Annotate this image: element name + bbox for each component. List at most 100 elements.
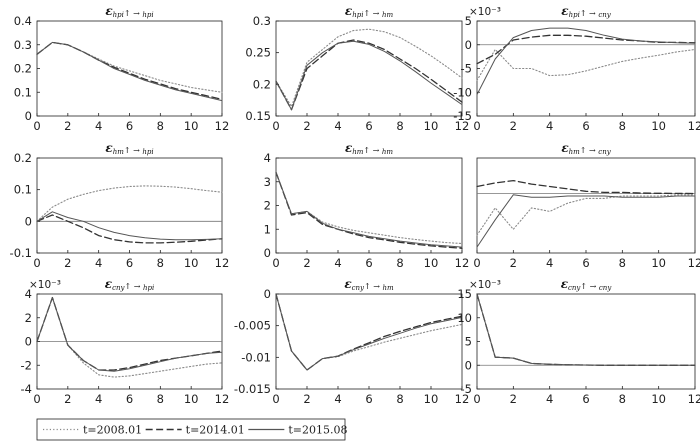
panel-title: εcny↑ → hm	[344, 277, 394, 292]
series-line-t=2014.01	[275, 39, 463, 111]
plot-frame	[476, 293, 696, 390]
x-tick-label: 0	[473, 392, 480, 406]
y-tick-label: 0.2	[14, 62, 32, 76]
y-tick-label: -10	[453, 85, 472, 99]
series-line-t=2008.01	[476, 194, 696, 236]
x-tick-label: 6	[365, 256, 372, 270]
y-tick-label: -15	[453, 109, 472, 123]
panel-title: εhm↑ → cny	[561, 141, 611, 156]
series-line-t=2015.08	[275, 293, 463, 371]
x-tick-label: 0	[473, 119, 480, 133]
x-tick-label: 0	[473, 256, 480, 270]
legend-label: t=2008.01	[83, 424, 142, 437]
x-tick-label: 10	[651, 119, 666, 133]
y-tick-label: 10	[457, 311, 472, 325]
y-tick-label: 0.3	[253, 14, 271, 28]
series-line-t=2008.01	[36, 41, 223, 93]
x-tick-label: 2	[303, 119, 310, 133]
series-line-t=2014.01	[275, 171, 463, 249]
y-tick-label: 15	[457, 287, 472, 301]
series-line-t=2008.01	[275, 28, 463, 108]
x-tick-label: 10	[424, 119, 439, 133]
x-tick-label: 8	[619, 119, 626, 133]
x-tick-label: 4	[95, 392, 102, 406]
x-tick-label: 6	[582, 119, 589, 133]
scale-label: ×10⁻³	[469, 279, 501, 291]
y-tick-label: 0.1	[14, 183, 32, 197]
x-tick-label: 10	[184, 256, 199, 270]
panel-title: εhm↑ → hpi	[105, 141, 153, 156]
x-tick-label: 2	[510, 256, 517, 270]
legend: t=2008.01 t=2014.01 t=2015.08	[36, 418, 347, 441]
legend-box	[36, 418, 346, 441]
x-tick-label: 8	[157, 119, 164, 133]
y-tick-label: 0	[264, 246, 271, 260]
x-tick-label: 0	[272, 392, 279, 406]
series-line-t=2015.08	[476, 293, 696, 366]
y-tick-label: 1	[264, 222, 271, 236]
y-tick-label: 4	[264, 151, 271, 165]
plot-frame	[275, 157, 463, 254]
x-tick-label: 4	[95, 256, 102, 270]
y-tick-label: -0.005	[234, 319, 271, 333]
y-tick-label: 0	[25, 214, 32, 228]
x-tick-label: 10	[651, 256, 666, 270]
plot-frame	[275, 20, 463, 117]
x-tick-label: 12	[455, 119, 470, 133]
x-tick-label: 10	[184, 119, 199, 133]
plot-frame	[36, 157, 223, 254]
series-line-t=2015.08	[476, 194, 696, 248]
x-tick-label: 12	[215, 256, 230, 270]
x-tick-label: 12	[455, 392, 470, 406]
series-line-t=2014.01	[36, 296, 223, 371]
x-tick-label: 8	[396, 392, 403, 406]
y-tick-label: 2	[264, 199, 271, 213]
panel-title: εcny↑ → cny	[561, 277, 613, 292]
legend-label: t=2015.08	[288, 424, 347, 437]
scale-label: ×10⁻³	[469, 6, 501, 18]
y-tick-label: 0.2	[14, 151, 32, 165]
x-tick-label: 0	[272, 119, 279, 133]
x-tick-label: 6	[126, 119, 133, 133]
series-line-t=2008.01	[275, 171, 463, 245]
y-tick-label: -2	[21, 358, 32, 372]
x-tick-label: 8	[396, 256, 403, 270]
panel-title: εhpi↑ → hpi	[105, 4, 153, 19]
x-tick-label: 0	[33, 256, 40, 270]
x-tick-label: 4	[546, 392, 553, 406]
series-line-t=2008.01	[476, 293, 696, 366]
x-tick-label: 2	[64, 119, 71, 133]
plot-frame	[476, 157, 696, 254]
plot-frame	[476, 20, 696, 117]
plot-frame	[275, 293, 463, 390]
legend-label: t=2014.01	[186, 424, 245, 437]
x-tick-label: 12	[215, 392, 230, 406]
x-tick-label: 10	[424, 392, 439, 406]
x-tick-label: 4	[334, 256, 341, 270]
x-tick-label: 8	[157, 256, 164, 270]
x-tick-label: 10	[651, 392, 666, 406]
scale-label: ×10⁻³	[29, 279, 61, 291]
x-tick-label: 12	[215, 119, 230, 133]
panel-title: εhpi↑ → cny	[561, 4, 611, 19]
x-tick-label: 8	[619, 256, 626, 270]
y-tick-label: -0.01	[241, 350, 271, 364]
x-tick-label: 6	[126, 256, 133, 270]
series-line-t=2008.01	[36, 185, 223, 222]
x-tick-label: 8	[157, 392, 164, 406]
x-tick-label: 4	[334, 119, 341, 133]
x-tick-label: 8	[396, 119, 403, 133]
x-tick-label: 6	[365, 392, 372, 406]
x-tick-label: 6	[582, 392, 589, 406]
y-tick-label: 5	[465, 335, 472, 349]
series-line-t=2014.01	[476, 179, 696, 195]
y-tick-label: 0.25	[245, 46, 271, 60]
y-tick-label: -5	[461, 382, 472, 396]
series-line-t=2015.08	[36, 41, 223, 102]
panel-8: 0 2 4 6 8 10 12 -0.015 -0.01 -0.005 0 εcny↑ → hm	[234, 277, 469, 406]
y-tick-label: 0.15	[245, 109, 271, 123]
y-tick-label: 3	[264, 175, 271, 189]
